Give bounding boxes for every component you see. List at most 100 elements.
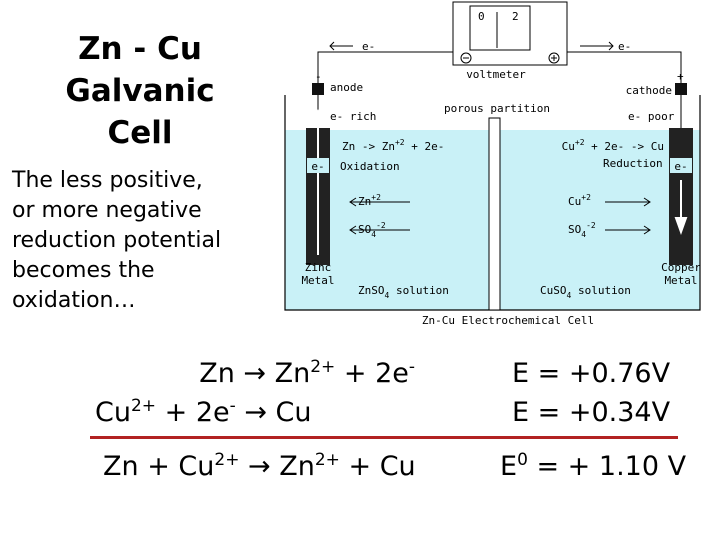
superscript: 2+	[314, 450, 340, 470]
caption: Zn-Cu Electrochemical Cell	[422, 314, 594, 327]
text-run: Cu	[568, 195, 581, 208]
cathode-terminal	[675, 83, 687, 95]
text-run: Zn	[358, 195, 371, 208]
text-run: Cu	[95, 397, 131, 428]
superscript: 2+	[214, 450, 240, 470]
electron-label: e- rich	[330, 110, 376, 123]
superscript: -2	[376, 221, 386, 230]
text-run: Cu	[562, 140, 575, 153]
equation: Cu2+ + 2e- → Cu	[95, 397, 312, 429]
text-run: E = +0.76V	[512, 358, 671, 389]
text-run: solution	[571, 284, 631, 297]
ion-label: Cu+2	[568, 193, 591, 208]
equation: Zn → Zn2+ + 2e-	[199, 358, 415, 390]
subscript: 4	[371, 230, 376, 239]
metal-label: Metal	[301, 274, 334, 287]
solution-label: ZnSO4 solution	[358, 284, 449, 300]
reduction-reaction: Cu+2 + 2e- -> Cu	[562, 138, 664, 153]
ion-arrow	[349, 225, 410, 235]
porous-partition	[488, 117, 501, 311]
label-bg	[307, 158, 329, 173]
text-line: or more negative	[12, 198, 202, 223]
superscript: +2	[371, 193, 381, 202]
superscript: 2+	[130, 396, 157, 416]
metal-label: Metal	[664, 274, 697, 287]
text-run: E	[500, 451, 518, 482]
solution-label: CuSO4 solution	[540, 284, 631, 300]
anode-sign: -	[315, 70, 322, 83]
text-run: SO	[358, 223, 371, 236]
text-run: + 2e	[156, 397, 230, 428]
superscript: 2+	[310, 357, 336, 377]
metal-label: Copper	[661, 261, 701, 274]
text-run: CuSO	[540, 284, 567, 297]
text-run: Zn → Zn	[199, 358, 311, 389]
text-run: + 2e-	[405, 140, 445, 153]
text-line: becomes the	[12, 258, 155, 283]
superscript: +2	[395, 138, 405, 147]
ion-arrow	[605, 225, 651, 235]
text-run: + 2e- -> Cu	[585, 140, 664, 153]
text-line: Zn - Cu	[78, 31, 202, 67]
text-line: Cell	[107, 115, 173, 151]
voltmeter-label: voltmeter	[466, 68, 526, 81]
ion-arrow	[349, 197, 410, 207]
text-line: oxidation…	[12, 288, 136, 313]
oxidation-label: Oxidation	[340, 160, 400, 173]
electron-label: e-	[674, 160, 687, 173]
subscript: 4	[567, 291, 572, 300]
galvanic-cell-diagram: 0 2 e- e- voltmeter - anode + cathode e-…	[284, 1, 701, 327]
ion-arrow	[605, 197, 651, 207]
description: The less positive, or more negative reduct…	[12, 166, 221, 316]
equation: Zn + Cu2+ → Zn2+ + Cu	[103, 451, 416, 483]
reduction-label: Reduction	[603, 157, 663, 170]
divider	[90, 436, 678, 439]
ion-label: SO4-2	[358, 221, 386, 239]
electron-flow-arrow	[329, 41, 353, 51]
oxidation-reaction: Zn -> Zn+2 + 2e-	[342, 138, 444, 153]
ion-label: SO4-2	[568, 221, 596, 239]
subscript: 4	[581, 230, 586, 239]
electron-arrow	[674, 180, 688, 235]
potential: E = +0.76V	[512, 358, 670, 390]
title: Zn - Cu Galvanic Cell	[40, 28, 240, 154]
text-run: Zn + Cu	[103, 451, 215, 482]
wire-label: e-	[362, 40, 375, 53]
text-line: reduction potential	[12, 228, 222, 253]
superscript: +2	[575, 138, 585, 147]
text-run: Zn -> Zn	[342, 140, 395, 153]
anode-label: anode	[330, 81, 363, 94]
plus-sign	[551, 55, 557, 61]
superscript: -	[408, 357, 415, 377]
electron-label: e- poor	[628, 110, 675, 123]
meter-scale: 2	[512, 10, 519, 23]
text-line: The less positive,	[12, 168, 203, 193]
text-run: solution	[389, 284, 449, 297]
metal-label: Zinc	[305, 261, 332, 274]
text-run: = + 1.10 V	[527, 451, 687, 482]
text-run: ZnSO	[358, 284, 385, 297]
text-run: + Cu	[339, 451, 416, 482]
superscript: -	[229, 396, 236, 416]
wire	[567, 51, 682, 85]
cathode-label: cathode	[626, 84, 672, 97]
meter-scale: 0	[478, 10, 485, 23]
potential: E0 = + 1.10 V	[500, 451, 686, 483]
text-run: → Zn	[239, 451, 315, 482]
electron-label: e-	[311, 160, 324, 173]
potential: E = +0.34V	[512, 397, 670, 429]
text-line: Galvanic	[65, 73, 215, 109]
anode-terminal	[312, 83, 324, 95]
superscript: +2	[581, 193, 591, 202]
text-run: → Cu	[235, 397, 312, 428]
text-run: SO	[568, 223, 581, 236]
meter-dial	[469, 5, 531, 51]
electron-flow-arrow	[580, 41, 614, 51]
label-bg	[670, 158, 692, 173]
partition-label: porous partition	[444, 102, 550, 115]
text-run: + 2e	[335, 358, 409, 389]
cathode-sign: +	[677, 70, 684, 83]
wire-label: e-	[618, 40, 631, 53]
subscript: 4	[385, 291, 390, 300]
